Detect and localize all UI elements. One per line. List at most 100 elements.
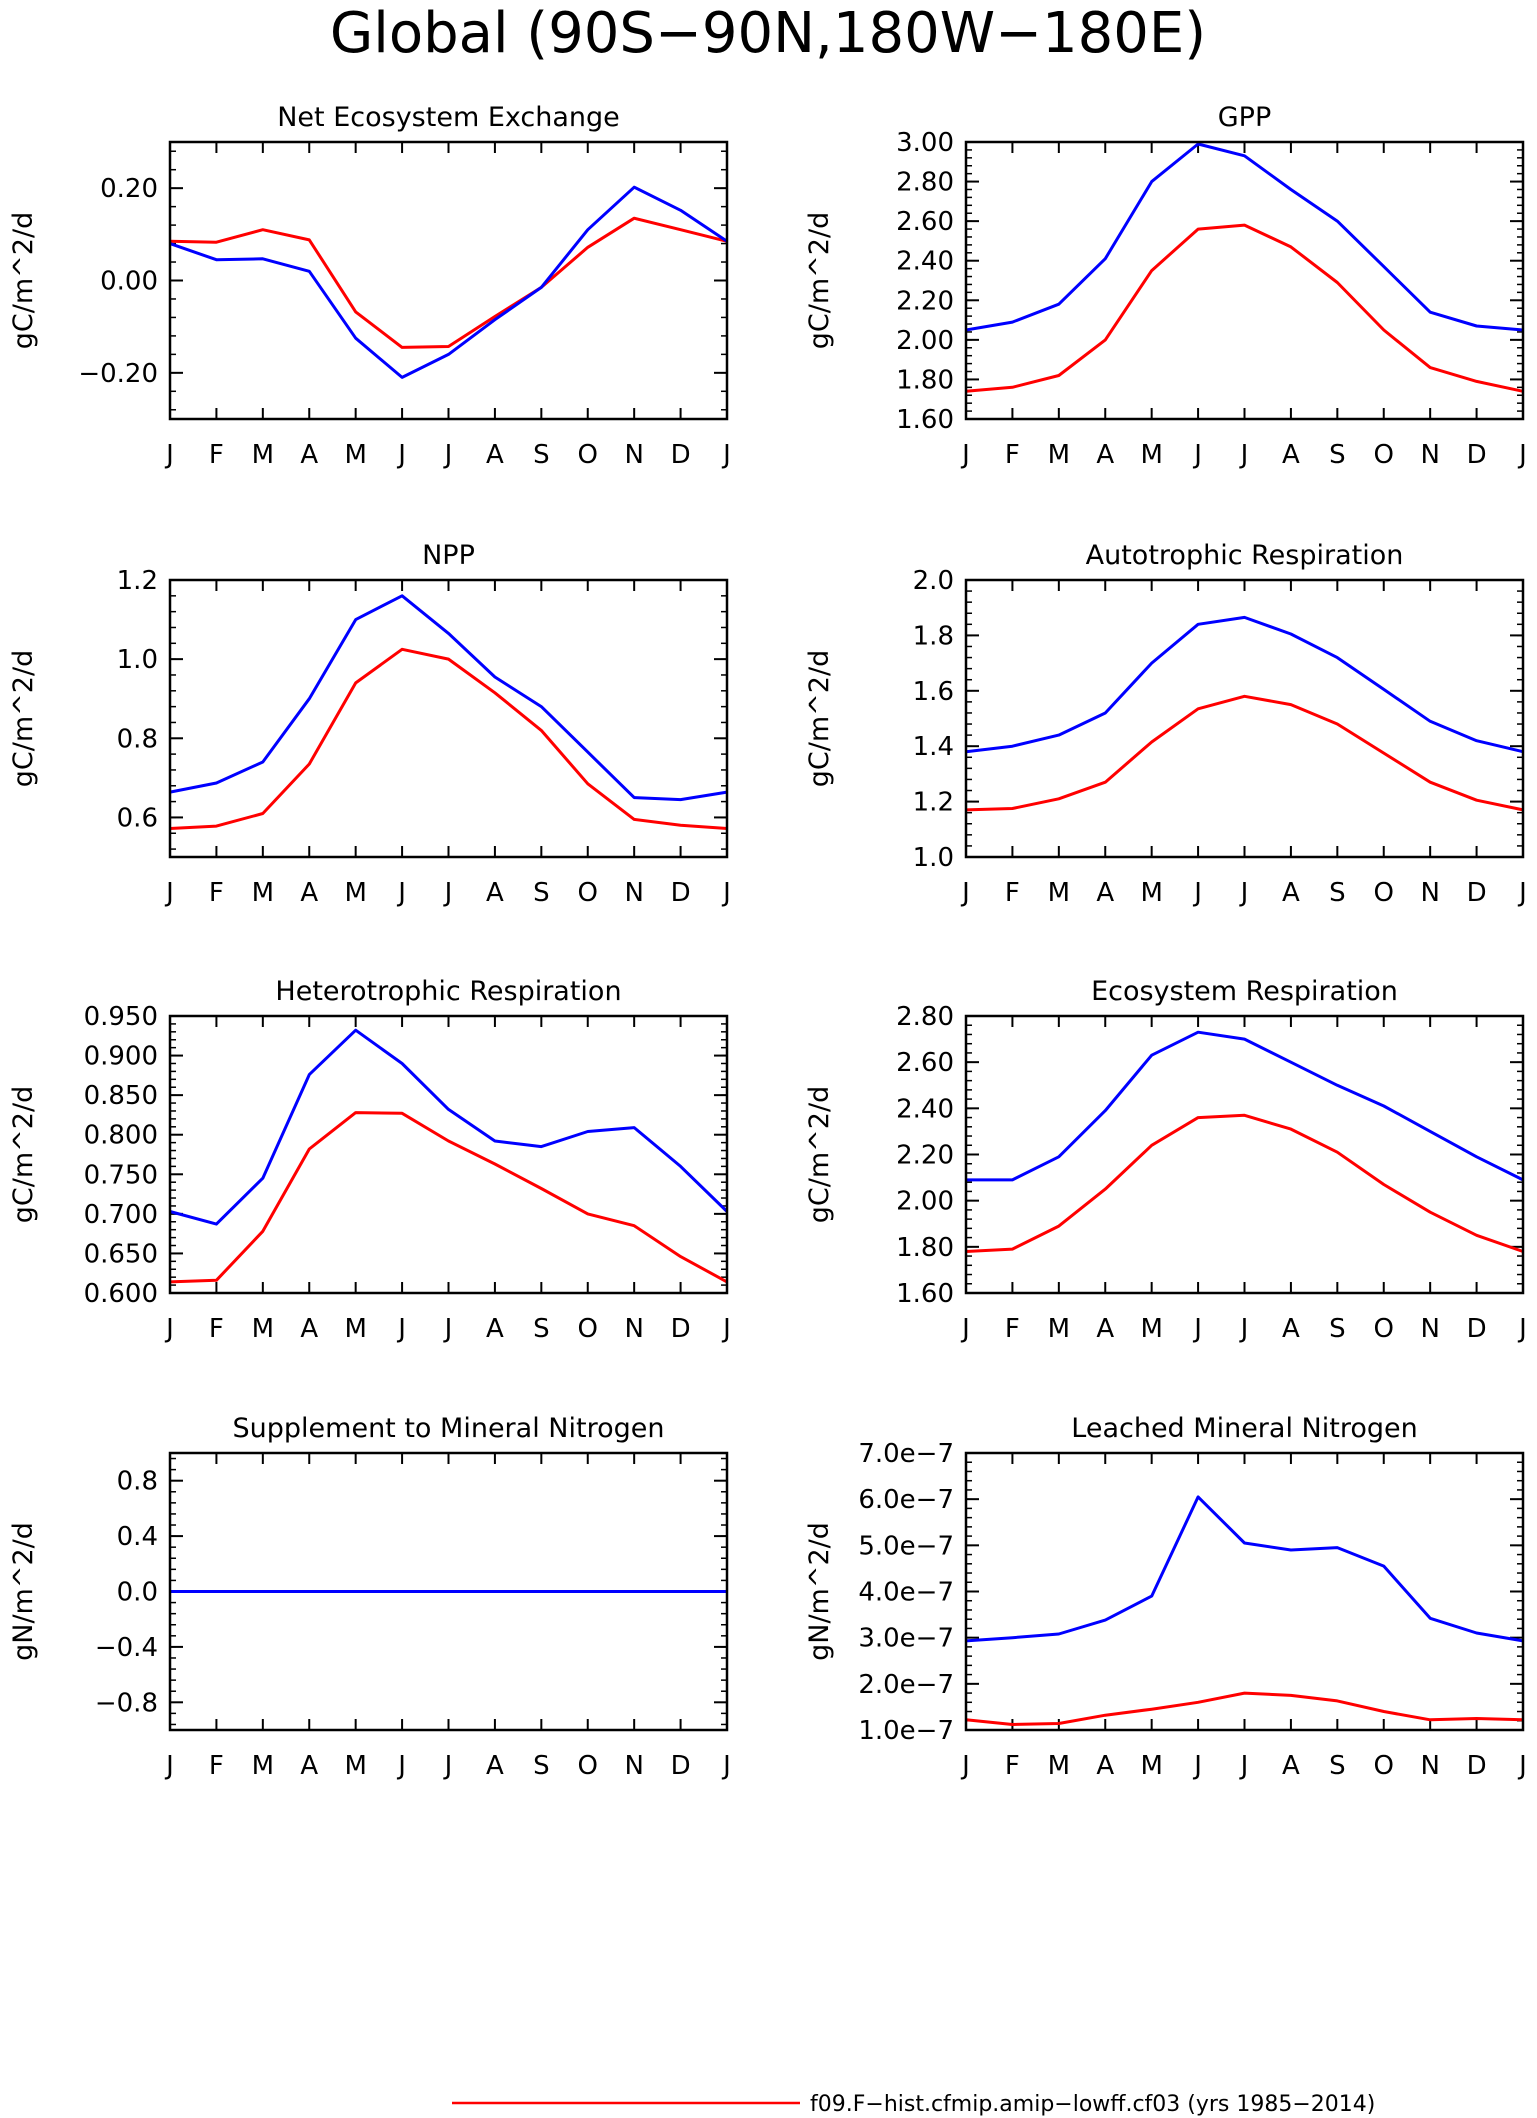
plot-frame bbox=[168, 140, 729, 421]
y-tick-label: 2.00 bbox=[896, 326, 954, 356]
y-tick-label: 3.0e−7 bbox=[858, 1624, 954, 1654]
x-tick-label: A bbox=[1282, 1751, 1300, 1781]
y-tick-label: 2.40 bbox=[896, 1094, 954, 1124]
plot-frame bbox=[168, 1451, 729, 1732]
y-tick-label: −0.8 bbox=[95, 1688, 158, 1718]
x-tick-label: J bbox=[721, 440, 731, 470]
panel-title: Net Ecosystem Exchange bbox=[277, 102, 620, 133]
series-line-red bbox=[169, 647, 728, 830]
series-line-red bbox=[169, 1111, 728, 1284]
x-tick-label: M bbox=[1048, 1751, 1070, 1781]
x-tick-label: J bbox=[1517, 1751, 1527, 1781]
series-line-red bbox=[965, 694, 1524, 812]
x-tick-label: J bbox=[1192, 1314, 1202, 1344]
x-tick-label: N bbox=[1420, 878, 1439, 908]
x-tick-label: M bbox=[252, 878, 274, 908]
x-tick-label: J bbox=[960, 440, 970, 470]
x-tick-label: A bbox=[300, 1314, 318, 1344]
y-tick-label: 1.6 bbox=[913, 677, 954, 707]
x-tick-label: M bbox=[344, 440, 366, 470]
x-tick-label: F bbox=[209, 440, 224, 470]
x-tick-label: J bbox=[443, 1314, 453, 1344]
x-tick-label: M bbox=[1140, 878, 1162, 908]
x-tick-label: O bbox=[578, 878, 598, 908]
y-tick-label: 2.40 bbox=[896, 247, 954, 277]
x-tick-label: O bbox=[1374, 878, 1394, 908]
y-axis-label: gN/m^2/d bbox=[8, 1522, 39, 1661]
y-tick-label: 1.80 bbox=[896, 1233, 954, 1263]
x-tick-label: O bbox=[1374, 1314, 1394, 1344]
y-tick-label: 1.60 bbox=[896, 405, 954, 435]
x-tick-label: D bbox=[1467, 878, 1487, 908]
x-tick-label: A bbox=[300, 1751, 318, 1781]
y-tick-label: 0.650 bbox=[84, 1239, 158, 1269]
y-tick-label: 0.0 bbox=[117, 1578, 158, 1608]
y-tick-label: 4.0e−7 bbox=[858, 1578, 954, 1608]
series-line-blue bbox=[965, 1495, 1524, 1643]
x-tick-label: F bbox=[1005, 1314, 1020, 1344]
x-tick-label: J bbox=[1192, 1751, 1202, 1781]
y-tick-label: 1.8 bbox=[913, 621, 954, 651]
series-line-blue bbox=[169, 594, 728, 802]
y-tick-label: 7.0e−7 bbox=[858, 1439, 954, 1469]
x-tick-label: J bbox=[164, 1751, 174, 1781]
x-tick-label: A bbox=[1282, 1314, 1300, 1344]
x-tick-label: A bbox=[1096, 1751, 1114, 1781]
x-tick-label: J bbox=[164, 878, 174, 908]
series-line-red bbox=[965, 1113, 1524, 1253]
panel-title: Heterotrophic Respiration bbox=[275, 976, 621, 1007]
series-line-red bbox=[169, 216, 728, 349]
x-tick-label: J bbox=[1517, 440, 1527, 470]
x-tick-label: A bbox=[486, 1314, 504, 1344]
x-tick-label: A bbox=[486, 440, 504, 470]
plot-frame bbox=[964, 578, 1525, 859]
y-tick-label: 0.8 bbox=[117, 1467, 158, 1497]
x-tick-label: J bbox=[164, 1314, 174, 1344]
x-tick-label: M bbox=[252, 1751, 274, 1781]
panel-title: Supplement to Mineral Nitrogen bbox=[233, 1413, 665, 1444]
y-tick-label: 1.60 bbox=[896, 1279, 954, 1309]
y-axis-label: gC/m^2/d bbox=[8, 212, 39, 349]
x-tick-label: F bbox=[209, 878, 224, 908]
plot-frame bbox=[964, 140, 1525, 421]
y-tick-label: 0.750 bbox=[84, 1160, 158, 1190]
x-tick-label: J bbox=[1517, 1314, 1527, 1344]
x-tick-label: O bbox=[1374, 1751, 1394, 1781]
x-tick-label: J bbox=[443, 1751, 453, 1781]
panel-title: Autotrophic Respiration bbox=[1086, 540, 1404, 571]
series-line-blue bbox=[169, 1028, 729, 1226]
x-tick-label: M bbox=[1048, 1314, 1070, 1344]
x-tick-label: F bbox=[1005, 878, 1020, 908]
x-tick-label: S bbox=[1329, 1751, 1346, 1781]
y-tick-label: 0.850 bbox=[84, 1081, 158, 1111]
series-line-blue bbox=[965, 615, 1524, 754]
x-tick-label: O bbox=[578, 1751, 598, 1781]
y-tick-label: 2.60 bbox=[896, 207, 954, 237]
panel-title: NPP bbox=[422, 540, 475, 571]
x-tick-label: J bbox=[164, 440, 174, 470]
y-tick-label: 2.80 bbox=[896, 1002, 954, 1032]
plot-frame bbox=[168, 578, 729, 859]
y-tick-label: 1.0e−7 bbox=[858, 1716, 954, 1746]
x-tick-label: A bbox=[300, 878, 318, 908]
plot-frame bbox=[964, 1014, 1525, 1295]
x-tick-label: J bbox=[721, 878, 731, 908]
x-tick-label: A bbox=[486, 1751, 504, 1781]
x-tick-label: J bbox=[721, 1751, 731, 1781]
x-tick-label: S bbox=[1329, 1314, 1346, 1344]
x-tick-label: S bbox=[533, 878, 550, 908]
y-axis-label: gC/m^2/d bbox=[804, 212, 835, 349]
y-tick-label: −0.20 bbox=[78, 359, 158, 389]
y-tick-label: −0.4 bbox=[95, 1633, 158, 1663]
x-tick-label: J bbox=[396, 1314, 406, 1344]
x-tick-label: F bbox=[209, 1314, 224, 1344]
y-tick-label: 0.8 bbox=[117, 724, 158, 754]
y-tick-label: 3.00 bbox=[896, 128, 954, 158]
